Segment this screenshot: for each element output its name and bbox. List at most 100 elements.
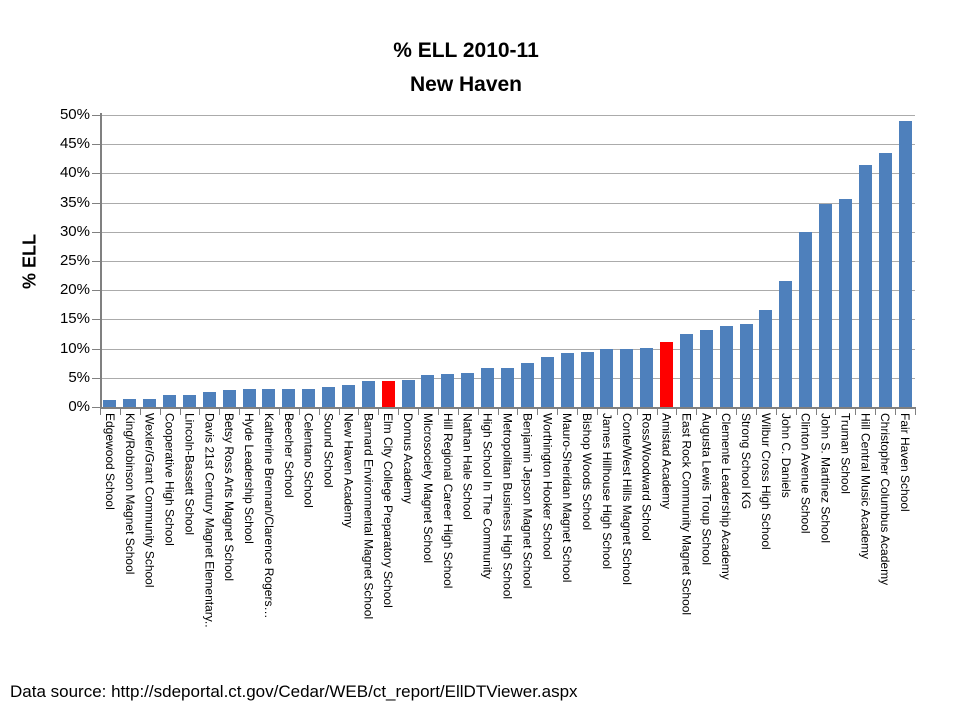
gridline (100, 348, 915, 350)
x-axis-tick (736, 409, 738, 415)
chart-bar (819, 204, 833, 407)
y-axis-tick-label: 40% (59, 164, 90, 182)
chart-bar (361, 381, 375, 407)
x-axis-tick (418, 409, 420, 415)
x-axis-label: Clemente Leadership Academy (719, 413, 734, 580)
x-axis-tick (915, 409, 916, 415)
x-axis-tick (596, 409, 598, 415)
chart-title: % ELL 2010-11 New Haven (0, 34, 932, 102)
y-axis-tick (92, 377, 101, 379)
x-axis-tick (636, 409, 638, 415)
chart-bar (878, 152, 892, 407)
x-axis-label: Amistad Academy (659, 413, 674, 510)
y-axis-tick (92, 173, 101, 175)
y-axis-tick-label: 10% (59, 339, 90, 357)
x-axis-label: Wexler/Grant Community School (142, 413, 157, 588)
x-axis-tick (219, 409, 221, 415)
x-axis-label: Domus Academy (401, 413, 416, 504)
chart-bar (858, 165, 872, 407)
x-axis-label: Davis 21st Century Magnet Elementary.. (202, 413, 217, 628)
x-axis-label: Cooperative High School (162, 413, 177, 546)
chart-bar (182, 394, 196, 407)
chart-bar (222, 390, 236, 407)
x-axis-label: Fair Haven School (898, 413, 913, 512)
x-axis-label: Barnard Environmental Magnet School (361, 413, 376, 620)
x-axis-label: John S. Martinez School (818, 413, 833, 544)
chart-bar (202, 392, 216, 407)
chart-title-line1: % ELL 2010-11 (393, 39, 539, 62)
x-axis-label: New Haven Academy (341, 413, 356, 528)
x-axis-tick (815, 409, 817, 415)
x-axis-tick (378, 409, 380, 415)
x-axis-tick (318, 409, 320, 415)
y-axis-tick-label: 35% (59, 193, 90, 211)
chart-bar (401, 380, 415, 407)
gridline (100, 319, 915, 321)
y-axis-tick-label: 5% (68, 368, 90, 386)
x-axis-tick (259, 409, 261, 415)
x-axis-label: Conte/West Hills Magnet School (619, 413, 634, 585)
x-axis-tick (676, 409, 678, 415)
x-axis-tick (656, 409, 658, 415)
chart-bar (699, 329, 713, 407)
y-axis-tick-label: 0% (68, 398, 90, 415)
x-axis-label: Hyde Leadership School (242, 413, 257, 544)
chart-bar (282, 388, 296, 407)
x-axis-label: Elm City College Preparatory School (381, 413, 396, 608)
chart-bar (620, 348, 634, 407)
x-axis-label: Truman School (838, 413, 853, 494)
x-axis-tick (755, 409, 757, 415)
x-axis-tick (497, 409, 499, 415)
x-axis-tick (298, 409, 300, 415)
y-axis-tick-label: 15% (59, 310, 90, 328)
x-axis-label: Hill Central Music Academy (858, 413, 873, 560)
x-axis-tick (577, 409, 579, 415)
x-axis-tick (457, 409, 459, 415)
x-axis-tick (875, 409, 877, 415)
x-axis-tick (895, 409, 897, 415)
gridline (100, 173, 915, 175)
chart-bar (560, 353, 574, 407)
x-axis-label: Clinton Avenue School (798, 413, 813, 534)
x-axis-label: Edgewood School (102, 413, 117, 510)
chart-bar (779, 281, 793, 407)
y-axis-tick-label: 45% (59, 135, 90, 153)
x-axis-tick (100, 409, 101, 415)
x-axis-tick (398, 409, 400, 415)
x-axis-label: Mauro-Sheridan Magnet School (560, 413, 575, 583)
x-axis-label: Beecher School (281, 413, 296, 498)
chart-bar (898, 120, 912, 407)
y-axis-tick (92, 319, 101, 321)
y-axis-tick (92, 261, 101, 262)
chart-bar (838, 198, 852, 407)
chart-bar (540, 356, 554, 407)
y-axis-tick (92, 231, 101, 233)
chart-bar (580, 352, 594, 407)
x-axis-label: Microsociety Magnet School (420, 413, 435, 564)
x-axis-label: Nathan Hale School (460, 413, 475, 520)
x-axis-tick (477, 409, 479, 415)
x-axis-label: High School In The Community (480, 413, 495, 579)
x-axis-line (100, 407, 916, 409)
x-axis-label: Christopher Columbus Academy (878, 413, 893, 586)
x-axis-tick (795, 409, 797, 415)
chart-bar (640, 348, 654, 407)
chart-bar (302, 388, 316, 407)
x-axis-tick (517, 409, 519, 415)
chart-bar (103, 399, 117, 407)
x-axis-label: Worthington Hooker School (540, 413, 555, 560)
y-axis-tick (92, 407, 101, 408)
y-axis-tick-label: 30% (59, 222, 90, 240)
x-axis-label: Lincoln-Bassett School (182, 413, 197, 536)
data-source-text: Data source: http://sdeportal.ct.gov/Ced… (10, 682, 578, 701)
x-axis-tick (139, 409, 141, 415)
chart-bar (461, 373, 475, 407)
chart-bar (481, 368, 495, 407)
x-axis-tick (537, 409, 539, 415)
chart-bar (739, 324, 753, 407)
gridline (100, 261, 915, 262)
chart-bar-highlighted (381, 380, 395, 407)
chart-bar (600, 348, 614, 407)
